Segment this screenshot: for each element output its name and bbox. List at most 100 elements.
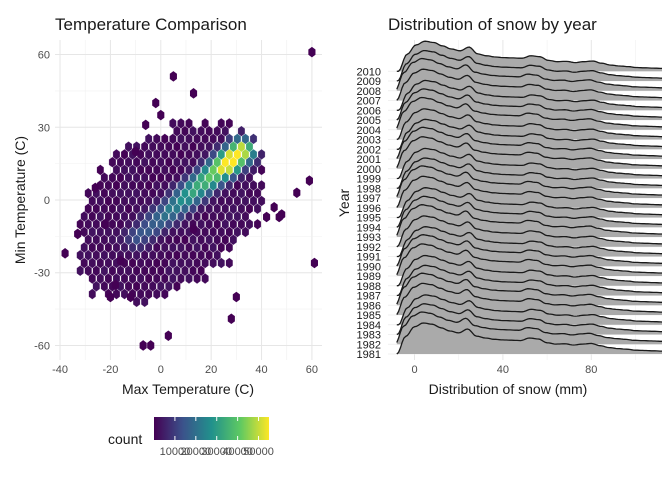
hexbin-cell [149,156,157,168]
ridgeline-x-axis-label: Distribution of snow (mm) [429,381,588,397]
hexbin-cell [241,180,250,191]
hexbin-cell [177,117,185,129]
hexbin-cell [241,148,250,160]
hexbin-cell [153,211,161,222]
ridge-line [396,187,663,219]
hexbin-cell [92,234,100,246]
hexbin-cell [209,164,217,176]
hexbin-cell [136,195,145,207]
hexbin-cell [177,195,185,207]
hexbin-cell [201,164,209,176]
hexbin-cell [161,211,169,222]
hexbin-cell [189,187,197,199]
hexbin-cell [112,148,121,160]
hexbin-cell [116,203,125,215]
hexbin-cell [257,164,266,176]
hexbin-cell [145,273,153,284]
hexbin-cell [209,148,217,160]
hexbin-cell [152,97,160,109]
hexbin-cell [161,180,169,191]
hexbin-cell [249,133,258,145]
hexbin-cell [112,164,121,176]
hexbin-cell [229,234,238,246]
hexbin-cell [112,180,121,191]
hexbin-cell [169,148,177,160]
hexbin-cell [128,242,137,253]
legend-colorbar [154,417,269,440]
ridgeline-y-tick-label: 1999 [357,174,381,186]
hexbin-cell [161,148,169,160]
legend-tick-label: 20000 [181,446,212,458]
hexbin-cell [104,273,113,284]
hexbin-cell [217,164,225,176]
hexbin-cell [124,218,133,230]
hexbin-cell [209,242,217,253]
hexbin-cell [217,117,225,129]
hexbin-cell [201,148,209,160]
ridgeline-x-tick-label: 0 [411,364,417,376]
hexbin-cell [169,211,177,222]
hexbin-cell [181,203,189,215]
hexbin-title: Temperature Comparison [55,15,247,34]
hexbin-cell [128,164,137,176]
hexbin-cell [116,172,125,184]
hexbin-cell [213,249,221,261]
hexbin-cell [136,180,145,191]
hexbin-cell [213,187,221,199]
hexbin-cell [145,226,153,238]
hexbin-cell [157,265,165,277]
legend-tick-label: 10000 [160,446,191,458]
hexbin-cell [225,195,233,207]
hexbin-cell [209,211,217,222]
hexbin-cell [149,280,157,292]
ridge-line [396,96,662,129]
hexbin-cell [157,109,165,121]
hexbin-cell [104,195,113,207]
hexbin-y-tick-label: 30 [38,122,50,134]
ridge-line [396,294,663,326]
legend-tick-label: 40000 [222,446,253,458]
hexbin-cell [275,211,283,223]
hexbin-cell [165,265,173,277]
hexbin-cell [221,203,229,215]
hexbin-cell [181,249,189,261]
hexbin-cell [116,187,125,199]
hexbin-cell [127,291,135,303]
hexbin-cell [189,234,197,246]
hexbin-cell [217,148,225,160]
hexbin-cell [140,141,149,153]
hexbin-cell [169,164,177,176]
hexbin-cell [120,226,129,238]
hexbin-cell [237,141,246,153]
hexbin-cell [136,257,145,269]
hexbin-cell [74,228,82,240]
hexbin-cell [149,249,157,261]
hexbin-cell [136,226,145,238]
hexbin-cell [293,187,301,198]
hexbin-cell [76,249,84,261]
hexbin-cell [233,148,242,160]
hexbin-cell [108,265,117,277]
hexbin-cell [100,187,109,199]
hexbin-cell [124,156,133,168]
hexbin-cell [233,133,242,145]
hexbin-cell [189,223,198,235]
hexbin-cell [169,71,177,82]
hexbin-cell [140,203,149,215]
hexbin-cell [116,234,125,246]
hexbin-cell [120,288,129,300]
hexbin-cell [205,172,213,184]
hexbin-cell [140,249,149,261]
hexbin-cell [177,226,185,238]
ridgeline-y-tick-label: 2004 [357,125,381,137]
hexbin-cell [84,203,92,215]
hexbin-cell [140,172,149,184]
hexbin-cell [227,313,235,325]
hexbin-cell [88,211,96,222]
hexbin-cell [132,265,141,277]
hexbin-cell [217,257,225,269]
hexbin-cell [197,125,205,137]
hexbin-cell [132,187,141,199]
ridgeline-y-tick-label: 1987 [357,291,381,303]
hexbin-cell [132,218,141,230]
